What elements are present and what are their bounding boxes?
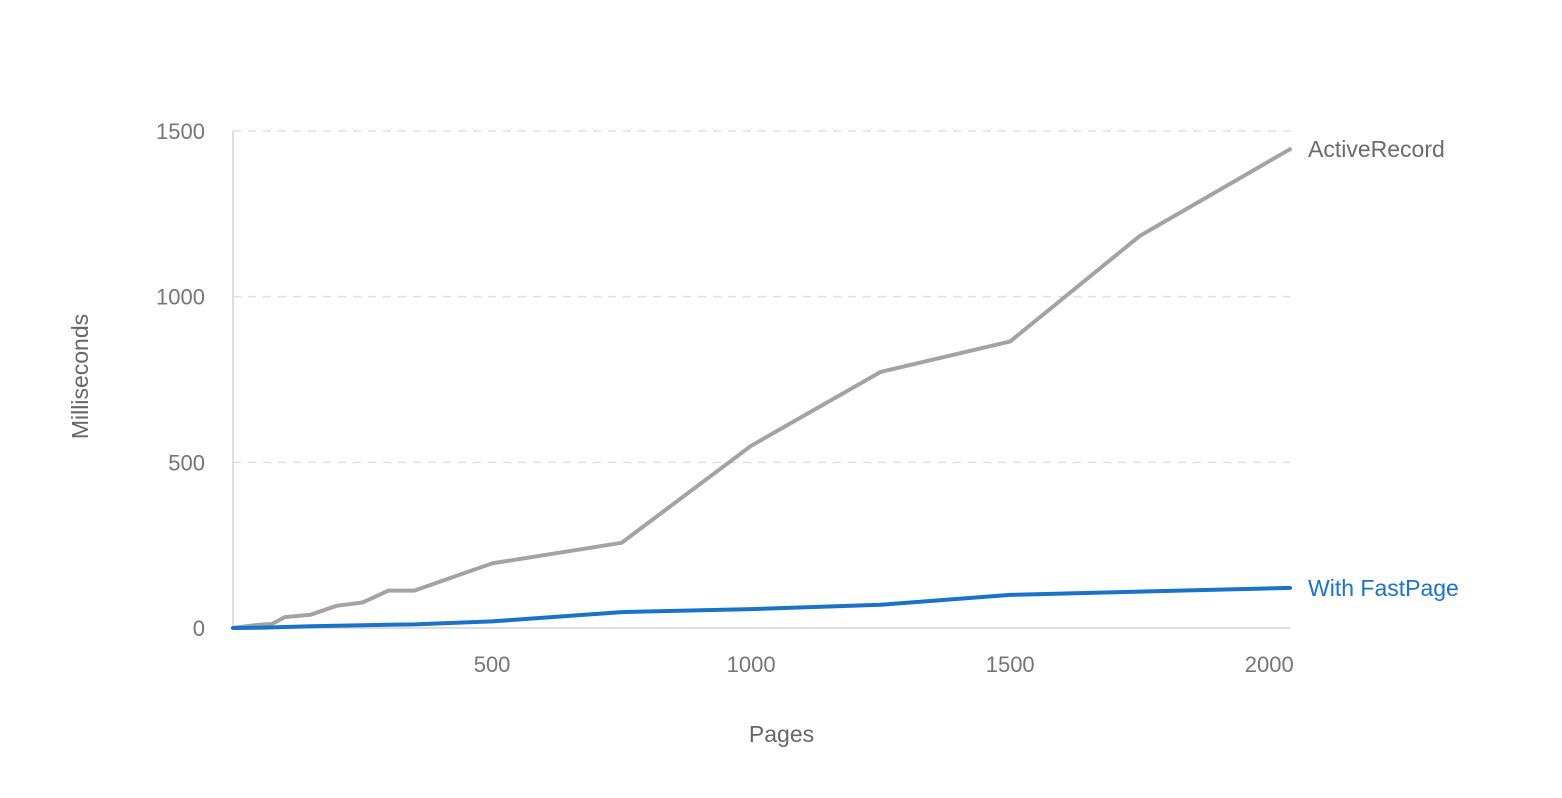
y-tick-label: 500 (168, 450, 205, 475)
series-line-with-fastpage (231, 585, 1292, 630)
x-axis-title: Pages (749, 721, 814, 747)
gridlines (233, 130, 1290, 464)
x-tick-label: 500 (474, 652, 511, 677)
y-axis-title: Milliseconds (67, 314, 93, 439)
y-tick-label: 1500 (156, 119, 205, 144)
series-label-with-fastpage: With FastPage (1308, 575, 1459, 601)
series-line-activerecord (231, 147, 1292, 630)
x-tick-label: 1000 (727, 652, 776, 677)
y-tick-label: 0 (193, 616, 205, 641)
series-label-activerecord: ActiveRecord (1308, 136, 1445, 162)
axes: 0 500 1000 1500 500 1000 1500 2000 (156, 119, 1294, 677)
series-lines (231, 147, 1292, 630)
y-tick-label: 1000 (156, 285, 205, 310)
series-labels: ActiveRecord With FastPage (1308, 136, 1459, 601)
x-tick-label: 2000 (1245, 652, 1294, 677)
x-tick-label: 1500 (986, 652, 1035, 677)
